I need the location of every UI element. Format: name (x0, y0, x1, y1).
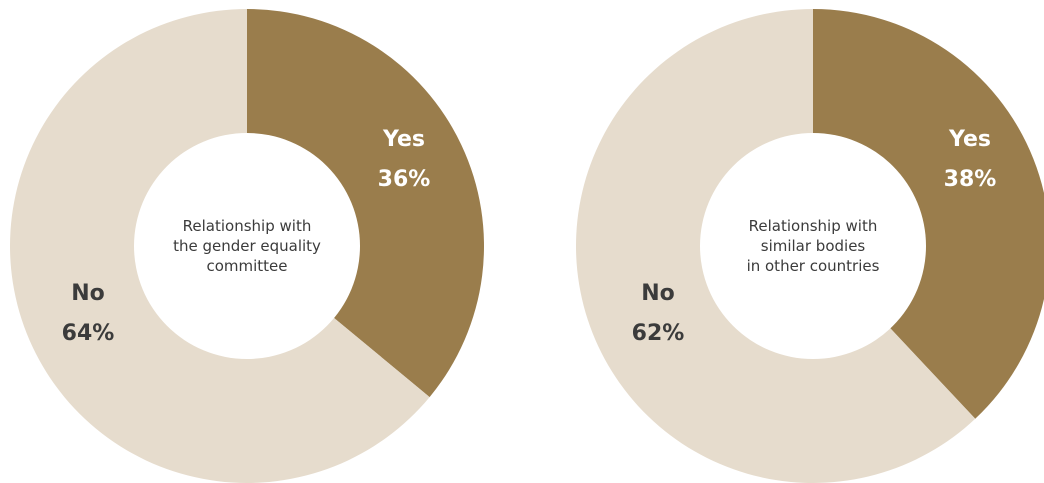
donut-hole (134, 133, 360, 359)
donut-chart-1: Relationship with the gender equality comm… (10, 9, 484, 483)
slice-label-yes: Yes (382, 127, 425, 152)
slice-label-no: No (71, 281, 105, 306)
slice-label-no: No (641, 281, 675, 306)
center-label-line: committee (206, 257, 287, 275)
slice-value-yes: 36% (378, 167, 431, 192)
donut-hole (700, 133, 926, 359)
center-label-line: in other countries (747, 257, 880, 275)
center-label-line: similar bodies (761, 237, 866, 255)
center-label-line: Relationship with (749, 217, 878, 235)
slice-value-no: 64% (62, 321, 115, 346)
slice-label-yes: Yes (948, 127, 991, 152)
center-label-line: Relationship with (183, 217, 312, 235)
slice-yes (813, 9, 1044, 419)
center-label-line: the gender equality (173, 237, 321, 255)
slice-value-no: 62% (632, 321, 685, 346)
slice-yes (247, 9, 484, 398)
donut-chart-2: Relationship with similar bodies in other … (575, 9, 1044, 483)
slice-value-yes: 38% (944, 167, 997, 192)
